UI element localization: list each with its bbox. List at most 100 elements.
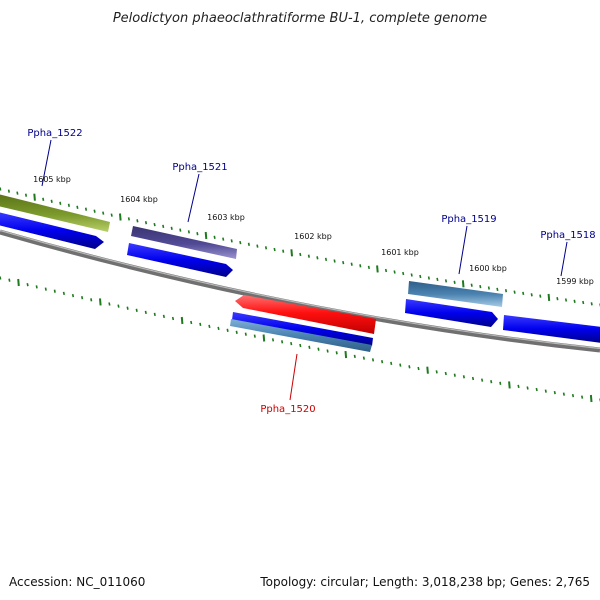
tick-minor <box>144 221 148 225</box>
gene-ppha-1520[interactable] <box>230 295 376 352</box>
kbp-scale-labels: 1605 kbp 1604 kbp 1603 kbp 1602 kbp 1601… <box>33 175 594 286</box>
tick-minor <box>316 256 319 260</box>
tick-minor <box>517 384 520 389</box>
tick-minor <box>110 213 113 217</box>
tick-minor <box>42 197 45 201</box>
tick-minor <box>410 273 413 277</box>
gene-ppha-1521[interactable] <box>127 226 237 277</box>
tick-minor <box>102 211 105 215</box>
tick-minor <box>573 299 576 303</box>
tick-minor <box>199 322 202 327</box>
tick-minor <box>362 356 365 360</box>
tick-minor <box>281 340 284 344</box>
gene-ppha-1519[interactable] <box>405 281 503 327</box>
tick-minor <box>471 376 475 381</box>
tick-minor <box>590 302 593 306</box>
tick-minor <box>481 378 484 382</box>
gene-ppha-1518[interactable] <box>503 315 600 343</box>
tick-minor <box>26 283 29 287</box>
tick-minor <box>282 249 285 253</box>
tick-minor <box>222 237 225 241</box>
tick-minor <box>353 354 356 359</box>
tick-minor <box>179 228 182 232</box>
tick-minor <box>535 387 538 392</box>
cds-arrow <box>0 212 104 249</box>
tick-minor <box>444 371 447 376</box>
tick-minor <box>44 287 47 291</box>
tick-minor <box>230 239 233 243</box>
tick-minor <box>350 262 353 266</box>
tick-minor <box>35 285 38 289</box>
tick-minor <box>187 230 190 234</box>
tick-minor <box>0 276 2 280</box>
tick-minor <box>299 252 302 257</box>
tick-minor <box>153 222 156 227</box>
tick-minor <box>53 289 56 293</box>
tick-minor <box>571 393 575 398</box>
tick-minor <box>71 293 75 298</box>
tick-minor <box>335 351 338 355</box>
tick-minor <box>453 373 456 377</box>
leader-line <box>560 241 568 277</box>
gene-leader-lines <box>41 139 568 401</box>
tick-major <box>33 193 36 201</box>
tick-minor <box>417 366 420 371</box>
leader-line <box>187 173 200 223</box>
kbp-label: 1599 kbp <box>556 277 594 286</box>
gene-label-ppha-1521[interactable]: Ppha_1521 <box>172 162 227 173</box>
tick-major <box>290 249 293 257</box>
tick-minor <box>217 326 220 331</box>
tick-minor <box>213 235 216 239</box>
tick-minor <box>470 283 473 287</box>
tick-minor <box>390 361 393 366</box>
tick-minor <box>399 363 402 367</box>
tick-minor <box>244 332 247 336</box>
tick-minor <box>171 316 175 321</box>
tick-minor <box>84 207 88 211</box>
tick-minor <box>273 247 276 252</box>
tick-minor <box>7 189 10 193</box>
tick-minor <box>239 240 242 245</box>
tick-major <box>508 381 511 389</box>
tick-major <box>344 351 348 359</box>
gene-label-ppha-1522[interactable]: Ppha_1522 <box>27 128 82 139</box>
tick-minor <box>581 395 584 399</box>
accession-text: Accession: NC_011060 <box>9 575 145 589</box>
scale-ticks-lower <box>0 276 600 403</box>
gene-label-ppha-1518[interactable]: Ppha_1518 <box>540 230 595 241</box>
gene-label-ppha-1519[interactable]: Ppha_1519 <box>441 214 496 225</box>
cds-arrow <box>405 299 498 327</box>
tick-minor <box>342 260 345 265</box>
gene-feature-purple <box>131 226 237 259</box>
tick-minor <box>117 304 120 308</box>
tick-minor <box>59 201 62 205</box>
tick-minor <box>371 358 375 362</box>
tick-major <box>547 293 551 301</box>
tick-minor <box>444 279 448 283</box>
kbp-label: 1601 kbp <box>381 248 419 257</box>
tick-minor <box>90 298 93 302</box>
kbp-label: 1602 kbp <box>294 232 332 241</box>
tick-minor <box>299 343 302 348</box>
tick-minor <box>490 380 493 384</box>
tick-major <box>376 265 379 273</box>
tick-minor <box>208 324 211 329</box>
tick-minor <box>582 300 585 305</box>
tick-minor <box>556 297 559 301</box>
gene-label-ppha-1520[interactable]: Ppha_1520 <box>260 404 315 415</box>
tick-minor <box>453 280 456 284</box>
tick-minor <box>496 287 499 292</box>
cds-arrow <box>127 243 233 277</box>
tick-minor <box>393 270 396 274</box>
tick-minor <box>326 349 329 353</box>
tick-minor <box>50 199 53 203</box>
tick-minor <box>562 392 565 396</box>
gene-ppha-1522[interactable] <box>0 194 110 249</box>
tick-minor <box>190 320 193 325</box>
tick-minor <box>162 224 165 229</box>
tick-minor <box>504 289 508 293</box>
tick-minor <box>247 242 250 246</box>
tick-minor <box>308 345 311 349</box>
tick-major <box>262 334 266 342</box>
tick-major <box>589 394 593 403</box>
